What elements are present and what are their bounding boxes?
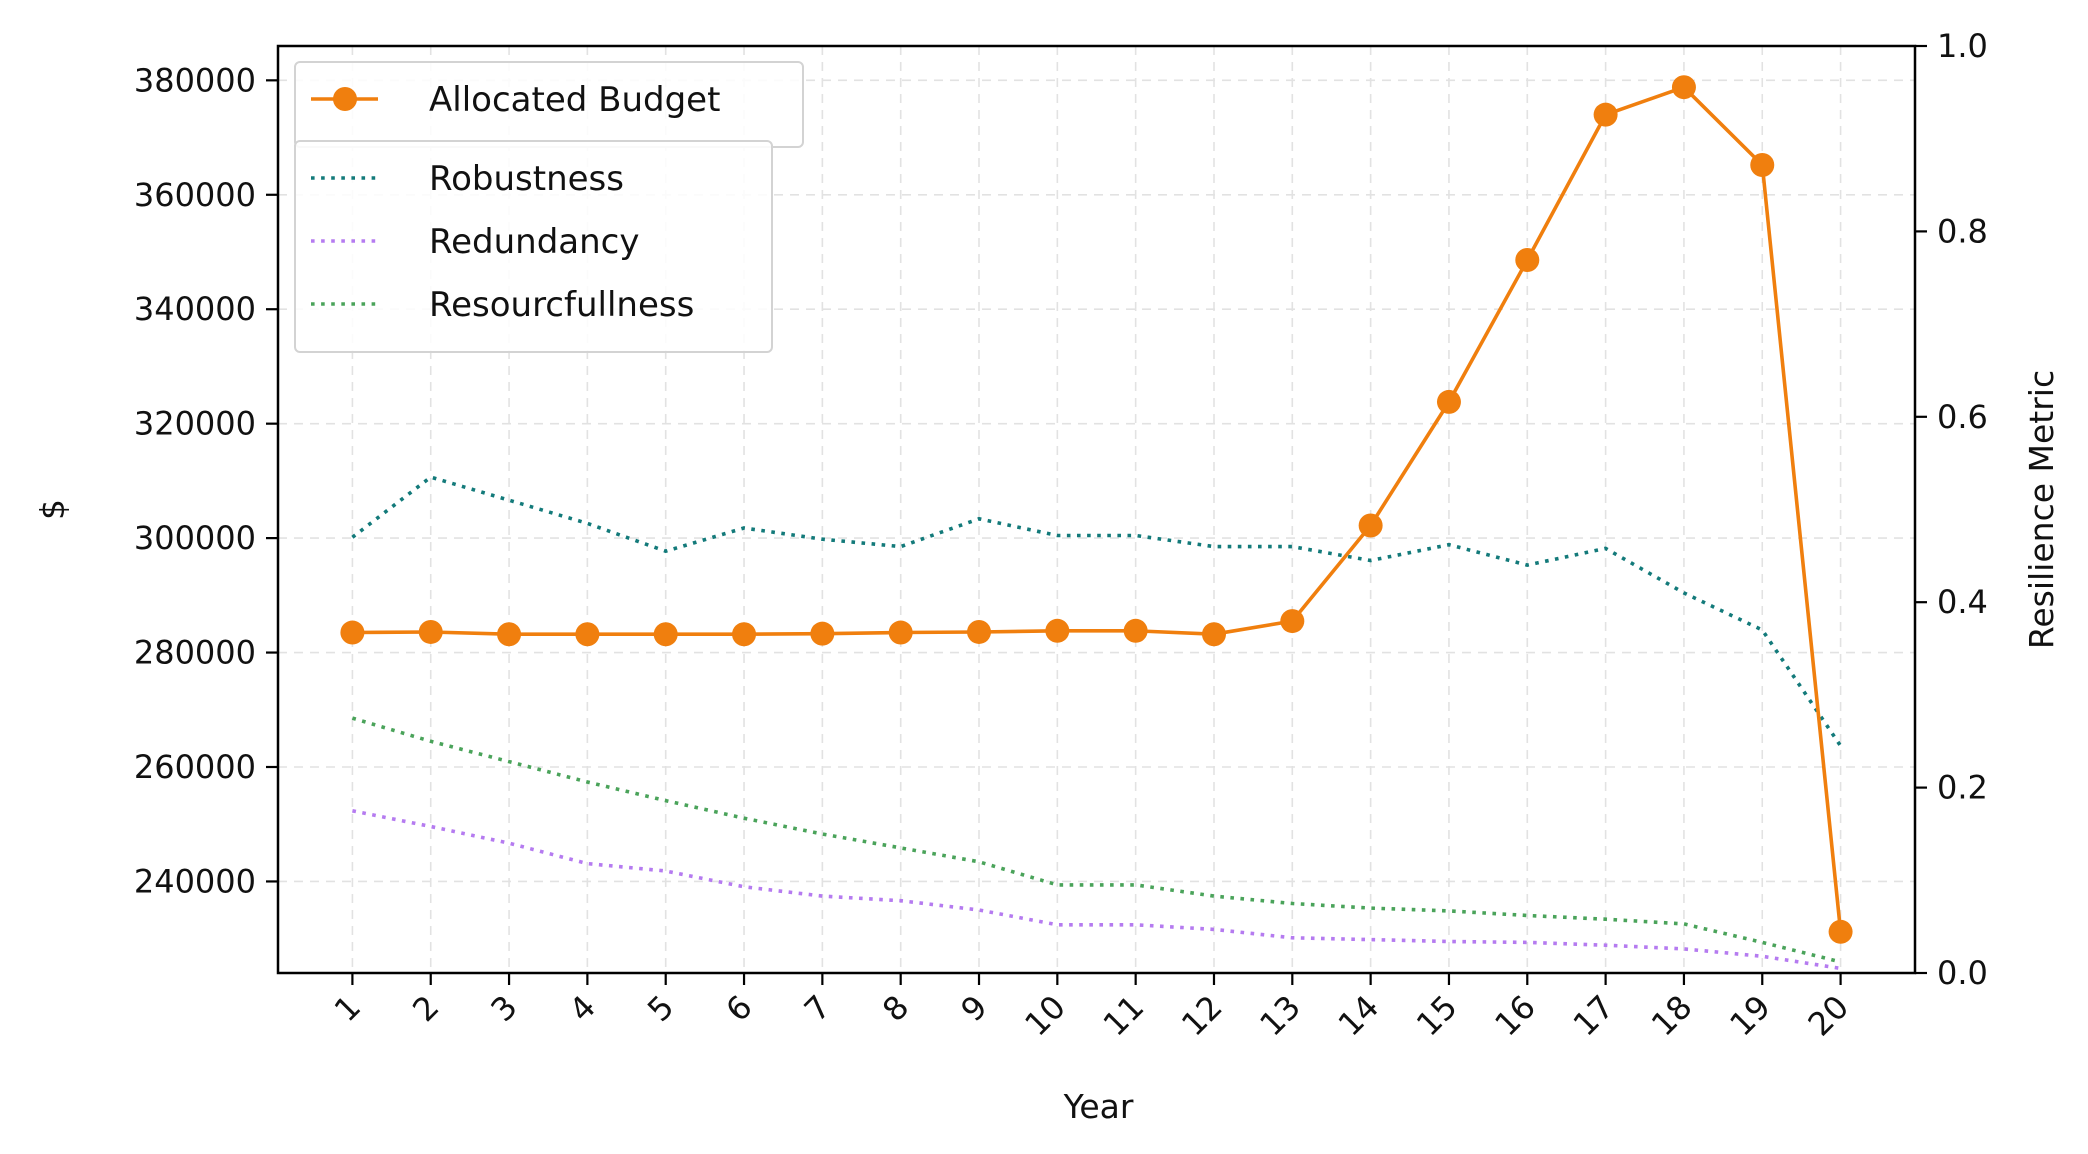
- y-left-tick-label: 360000: [134, 176, 256, 214]
- grid-layer: [278, 46, 1915, 973]
- allocated-budget-point: [1280, 609, 1305, 634]
- y-right-tick-label: 0.2: [1937, 769, 1988, 807]
- y-left-tick-label: 260000: [134, 748, 256, 786]
- y-right-tick-label: 0.6: [1937, 398, 1988, 436]
- y-left-tick-label: 280000: [134, 634, 256, 672]
- redundancy-line: [352, 809, 1841, 971]
- allocated-budget-point: [1671, 75, 1696, 100]
- allocated-budget-point: [418, 619, 443, 644]
- legend-label-robustness: Robustness: [429, 159, 624, 199]
- y-left-tick-label: 320000: [134, 405, 256, 443]
- allocated-budget-point: [340, 620, 365, 645]
- allocated-budget-point: [967, 619, 992, 644]
- y-left-tick-label: 380000: [134, 61, 256, 99]
- y-right-tick-label: 0.0: [1937, 954, 1988, 992]
- allocated-budget-point: [888, 620, 913, 645]
- y-right-tick-label: 0.8: [1937, 212, 1988, 250]
- allocated-budget-point: [1201, 622, 1226, 647]
- plot-frame: [276, 44, 1917, 975]
- allocated-budget-point: [653, 622, 678, 647]
- y-right-tick-label: 1.0: [1937, 27, 1988, 65]
- legend-label-redundancy: Redundancy: [429, 222, 639, 262]
- allocated-budget-point: [1750, 153, 1775, 178]
- series-layer: [340, 75, 1853, 971]
- legend-label-allocated-budget: Allocated Budget: [429, 80, 720, 120]
- allocated-budget-point: [1358, 513, 1383, 538]
- allocated-budget-line: [352, 85, 1843, 932]
- allocated-budget-point: [1593, 102, 1618, 127]
- x-axis-title: Year: [1063, 1087, 1134, 1126]
- y-left-tick-label: 240000: [134, 862, 256, 900]
- legend-resilience: [294, 140, 773, 353]
- allocated-budget-point: [497, 622, 522, 647]
- y-right-axis-title: Resilience Metric: [2022, 370, 2061, 649]
- legend-marker-allocated-budget: [333, 87, 357, 111]
- allocated-budget-point: [1515, 248, 1540, 273]
- legend-label-resourcfullness: Resourcfullness: [429, 285, 694, 325]
- y-right-tick-label: 0.4: [1937, 583, 1988, 621]
- legend-layer: Allocated Budget Robustness Redundancy Reso…: [294, 61, 804, 353]
- robustness-line: [351, 475, 1843, 747]
- allocated-budget-point: [1436, 389, 1461, 414]
- allocated-budget-point: [810, 621, 835, 646]
- allocated-budget-point: [732, 622, 757, 647]
- y-left-tick-label: 300000: [134, 519, 256, 557]
- allocated-budget-point: [1045, 618, 1070, 643]
- y-left-axis-title: $: [33, 499, 72, 520]
- allocated-budget-point: [1828, 919, 1853, 944]
- allocated-budget-point: [575, 622, 600, 647]
- y-left-tick-label: 340000: [134, 290, 256, 328]
- allocated-budget-point: [1123, 618, 1148, 643]
